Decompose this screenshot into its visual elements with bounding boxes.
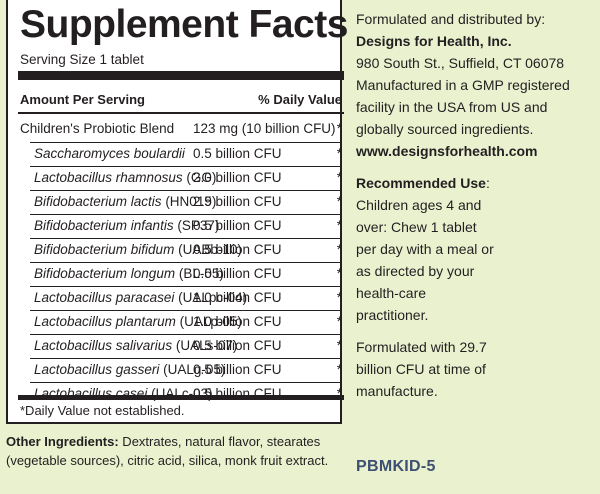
divider-thick — [18, 71, 344, 80]
table-row: Lactobacillus paracasei (UALpc-04) 1.0 bi… — [30, 286, 342, 310]
manufacture-statement: Manufactured in a GMP registered facilit… — [356, 77, 570, 137]
ingredient-amount: 1.0 billion CFU — [193, 290, 282, 305]
header-amount: Amount Per Serving — [20, 92, 145, 107]
table-row: Lactobacillus salivarius (UALs-07) 0.5 bi… — [30, 334, 342, 358]
ingredient-strain: (HN019) — [161, 194, 217, 209]
ingredient-amount: 0.5 billion CFU — [193, 386, 282, 401]
ingredient-amount: 0.5 billion CFU — [193, 338, 282, 353]
other-ingredients-text: Dextrates, natural flavor, stearates (ve… — [6, 434, 329, 468]
facts-title: Supplement Facts — [20, 3, 348, 46]
blend-amount: 123 mg (10 billion CFU) — [193, 121, 336, 136]
company-website: www.designsforhealth.com — [356, 143, 538, 159]
ingredient-amount: 0.5 billion CFU — [193, 362, 282, 377]
blend-row: Children's Probiotic Blend 123 mg (10 bi… — [20, 121, 342, 141]
serving-size: Serving Size 1 tablet — [20, 52, 144, 67]
table-row: Saccharomyces boulardii 0.5 billion CFU * — [30, 142, 342, 166]
blend-dv: * — [336, 121, 342, 136]
recommended-use-text: Children ages 4 and over: Chew 1 tablet … — [356, 197, 494, 323]
blend-name: Children's Probiotic Blend — [20, 121, 175, 136]
ingredient-name: Bifidobacterium infantis — [34, 218, 174, 233]
ingredient-name: Bifidobacterium lactis — [34, 194, 162, 209]
ingredient-amount: 0.5 billion CFU — [193, 218, 282, 233]
company-address: 980 South St., Suffield, CT 06078 — [356, 55, 565, 71]
table-header: Amount Per Serving % Daily Value — [20, 92, 342, 110]
ingredient-strain: (GG) — [182, 170, 217, 185]
ingredient-amount: 0.5 billion CFU — [193, 266, 282, 281]
ingredient-dv: * — [336, 218, 342, 233]
table-row: Bifidobacterium bifidum (UABb-10) 0.5 bil… — [30, 238, 342, 262]
table-row: Lactobacillus plantarum (UALp-05) 1.0 bil… — [30, 310, 342, 334]
ingredient-name: Bifidobacterium longum — [34, 266, 176, 281]
recommended-use-colon: : — [485, 175, 490, 191]
ingredient-dv: * — [336, 146, 342, 161]
divider-thin — [18, 112, 344, 114]
daily-value-note: *Daily Value not established. — [20, 403, 185, 418]
recommended-use: Recommended Use: Children ages 4 and over… — [356, 172, 592, 326]
table-row: Bifidobacterium lactis (HN019) 2.5 billio… — [30, 190, 342, 214]
ingredient-strain: (SP37) — [173, 218, 220, 233]
ingredient-dv: * — [336, 170, 342, 185]
ingredient-dv: * — [336, 266, 342, 281]
table-row: Bifidobacterium infantis (SP37) 0.5 billi… — [30, 214, 342, 238]
ingredient-strain: (BL-05) — [175, 266, 224, 281]
ingredient-strain: (UALs-07) — [172, 338, 238, 353]
header-daily-value: % Daily Value — [258, 92, 342, 107]
ingredient-dv: * — [336, 386, 342, 401]
ingredient-amount: 0.5 billion CFU — [193, 146, 282, 161]
ingredient-strain: (UALpc-04) — [174, 290, 248, 305]
ingredient-dv: * — [336, 194, 342, 209]
divider-bottom — [18, 395, 344, 400]
other-ingredients-label: Other Ingredients: — [6, 434, 119, 449]
ingredient-name: Lactobacillus rhamnosus — [34, 170, 183, 185]
company-info: Formulated and distributed by: Designs f… — [356, 8, 592, 402]
product-code: PBMKID-5 — [356, 458, 436, 475]
ingredient-name: Lactobacillus salivarius — [34, 338, 173, 353]
ingredient-strain: (UALg-05) — [159, 362, 226, 377]
ingredient-dv: * — [336, 362, 342, 377]
ingredient-amount: 0.5 billion CFU — [193, 242, 282, 257]
other-ingredients: Other Ingredients: Dextrates, natural fl… — [6, 432, 346, 470]
ingredient-amount: 2.0 billion CFU — [193, 170, 282, 185]
table-row: Lactobacillus rhamnosus (GG) 2.0 billion … — [30, 166, 342, 190]
ingredient-name: Saccharomyces boulardii — [34, 146, 185, 161]
ingredient-amount: 2.5 billion CFU — [193, 194, 282, 209]
ingredient-name: Lactobacillus gasseri — [34, 362, 160, 377]
ingredient-name: Lactobacillus plantarum — [34, 314, 176, 329]
ingredient-strain: (UALp-05) — [175, 314, 242, 329]
ingredient-dv: * — [336, 314, 342, 329]
company-intro: Formulated and distributed by: — [356, 11, 546, 27]
ingredient-name: Bifidobacterium bifidum — [34, 242, 175, 257]
ingredient-dv: * — [336, 290, 342, 305]
table-row: Bifidobacterium longum (BL-05) 0.5 billio… — [30, 262, 342, 286]
supplement-facts-panel: Supplement Facts Serving Size 1 tablet A… — [6, 0, 348, 424]
ingredient-strain: (UABb-10) — [174, 242, 242, 257]
recommended-use-label: Recommended Use — [356, 175, 486, 191]
ingredient-dv: * — [336, 338, 342, 353]
ingredient-amount: 1.0 billion CFU — [193, 314, 282, 329]
ingredient-list: Saccharomyces boulardii 0.5 billion CFU * … — [30, 142, 342, 406]
table-row: Lactobacillus gasseri (UALg-05) 0.5 billi… — [30, 358, 342, 382]
ingredient-dv: * — [336, 242, 342, 257]
company-name: Designs for Health, Inc. — [356, 33, 512, 49]
formulated-note: Formulated with 29.7 billion CFU at time… — [356, 339, 487, 399]
ingredient-name: Lactobacillus paracasei — [34, 290, 175, 305]
